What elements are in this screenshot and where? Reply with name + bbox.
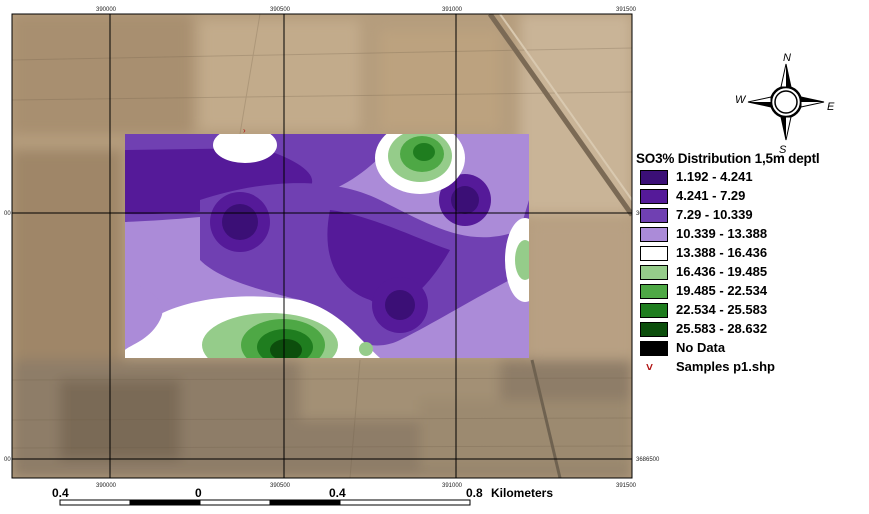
legend-swatch bbox=[640, 189, 668, 204]
legend-item-label: 7.29 - 10.339 bbox=[676, 207, 753, 222]
scale-label-0-8: 0.8 bbox=[466, 486, 483, 500]
x-tick-bottom-390500: 390500 bbox=[270, 483, 291, 489]
legend-swatch bbox=[640, 341, 668, 356]
legend-swatch bbox=[640, 322, 668, 337]
satellite-basemap bbox=[12, 14, 632, 478]
scale-bar bbox=[59, 499, 471, 506]
legend-swatch bbox=[640, 246, 668, 261]
legend-swatch bbox=[640, 284, 668, 299]
scale-label-0-4-left: 0.4 bbox=[52, 486, 69, 500]
legend-item-label: 25.583 - 28.632 bbox=[676, 321, 768, 336]
legend-samples-row: ˅ Samples p1.shp bbox=[636, 358, 868, 377]
y-tick-left-bottom: 00 bbox=[4, 457, 11, 463]
y-tick-right-bottom: 3686500 bbox=[636, 457, 660, 463]
x-tick-top-391500: 391500 bbox=[616, 7, 637, 13]
legend-item: 7.29 - 10.339 bbox=[636, 206, 868, 225]
x-tick-top-391000: 391000 bbox=[442, 7, 463, 13]
scale-label-0: 0 bbox=[195, 486, 202, 500]
legend-item: 4.241 - 7.29 bbox=[636, 187, 868, 206]
sample-symbol-icon: ˅ bbox=[646, 360, 654, 374]
scale-label-0-4: 0.4 bbox=[329, 486, 346, 500]
scale-units: Kilometers bbox=[491, 486, 553, 500]
y-tick-left-top: 00 bbox=[4, 211, 11, 217]
legend-item: 13.388 - 16.436 bbox=[636, 244, 868, 263]
legend-item: No Data bbox=[636, 339, 868, 358]
legend-item-label: 22.534 - 25.583 bbox=[676, 302, 768, 317]
legend-item-label: 1.192 - 4.241 bbox=[676, 169, 753, 184]
legend-item: 10.339 - 13.388 bbox=[636, 225, 868, 244]
legend-item: 16.436 - 19.485 bbox=[636, 263, 868, 282]
graticule bbox=[12, 14, 632, 478]
x-tick-bottom-391000: 391000 bbox=[442, 483, 463, 489]
legend-class-list: 1.192 - 4.241 4.241 - 7.29 7.29 - 10.339 10… bbox=[636, 168, 868, 358]
west-label: W bbox=[735, 94, 747, 106]
legend-item-label: 4.241 - 7.29 bbox=[676, 188, 746, 203]
north-arrow-icon bbox=[747, 63, 825, 141]
so3-distribution-raster bbox=[125, 134, 529, 358]
legend: SO3% Distribution 1,5m deptl 1.192 - 4.2… bbox=[636, 150, 868, 377]
legend-swatch bbox=[640, 227, 668, 242]
south-label: S bbox=[779, 144, 787, 156]
legend-item: 22.534 - 25.583 bbox=[636, 301, 868, 320]
east-label: E bbox=[827, 101, 835, 113]
x-tick-top-390500: 390500 bbox=[270, 7, 291, 13]
x-tick-bottom-390000: 390000 bbox=[96, 483, 117, 489]
map-frame-border bbox=[11, 13, 633, 479]
legend-swatch bbox=[640, 170, 668, 185]
legend-item-label: 13.388 - 16.436 bbox=[676, 245, 768, 260]
legend-item: 1.192 - 4.241 bbox=[636, 168, 868, 187]
legend-samples-label: Samples p1.shp bbox=[676, 359, 775, 374]
legend-item-label: 19.485 - 22.534 bbox=[676, 283, 768, 298]
legend-item-label: 10.339 - 13.388 bbox=[676, 226, 768, 241]
sample-point-icon: › bbox=[243, 126, 246, 135]
north-label: N bbox=[783, 52, 791, 64]
x-tick-top-390000: 390000 bbox=[96, 7, 117, 13]
legend-swatch bbox=[640, 208, 668, 223]
legend-swatch bbox=[640, 265, 668, 280]
legend-swatch bbox=[640, 303, 668, 318]
x-tick-bottom-391500: 391500 bbox=[616, 483, 637, 489]
legend-item-label: No Data bbox=[676, 340, 726, 355]
legend-title: SO3% Distribution 1,5m deptl bbox=[636, 151, 820, 166]
legend-item: 19.485 - 22.534 bbox=[636, 282, 868, 301]
legend-item-label: 16.436 - 19.485 bbox=[676, 264, 768, 279]
legend-item: 25.583 - 28.632 bbox=[636, 320, 868, 339]
